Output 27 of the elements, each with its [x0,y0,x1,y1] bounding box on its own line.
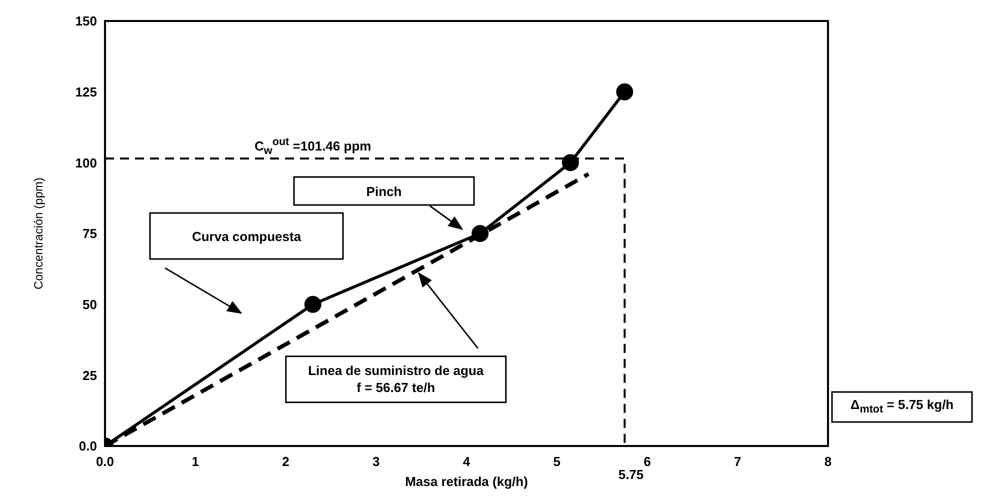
y-tick-label: 150 [75,14,97,29]
x-tick-label: 7 [734,454,742,469]
point [472,225,489,242]
x-axis-title: Masa retirada (kg/h) [405,474,528,489]
x-tick-label: 2 [282,454,290,469]
x-tick-label: 5 [553,454,560,469]
y-tick-label: 75 [82,226,97,242]
text: Δ$_{mtot}$ = 5.75 kg/h [850,396,954,418]
x-tick-label: 1 [192,454,199,469]
point [616,83,634,100]
y-tick-label: 0.0 [78,438,97,454]
annotation: Curva compuesta [192,228,302,244]
y-tick-label: 50 [82,296,97,312]
annotation: Pinch [366,182,402,200]
y-axis-title: Concentración (ppm) [31,177,46,290]
text: 5.75 [618,466,644,482]
annotation: C$_{w}$$^{out}$ =101.46 ppm [254,134,372,158]
y-tick-label: 100 [75,155,97,170]
x-tick-label: 6 [644,454,651,469]
annotation: Linea de suministro de agua f = 56.67 te/h [308,362,484,396]
y-tick-label: 25 [82,368,97,383]
x-tick-label: 8 [824,454,832,469]
x-tick-label: 0.0 [96,454,114,469]
x-tick-label: 3 [372,454,380,469]
x-tick-label: 4 [462,454,471,469]
point [562,154,579,172]
y-tick-label: 125 [75,84,97,100]
